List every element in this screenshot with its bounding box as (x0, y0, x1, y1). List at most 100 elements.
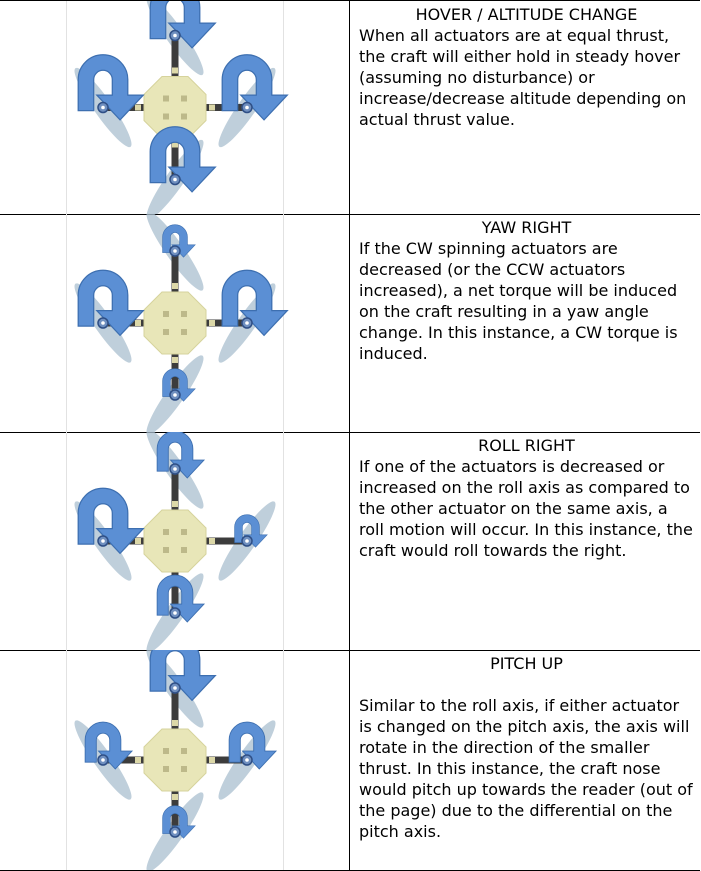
curved-arrow-icon (149, 650, 217, 702)
quadcopter-diagram (74, 1, 289, 214)
table-row: ROLL RIGHT If one of the actuators is de… (0, 432, 700, 651)
motor-shaft (173, 830, 177, 834)
row-description: When all actuators are at equal thrust, … (359, 26, 687, 129)
motor-shaft (173, 249, 177, 253)
west-thrust-arrow (77, 269, 145, 337)
east-thrust-arrow (234, 514, 268, 548)
motor-shaft (173, 611, 177, 615)
arm-mount (135, 538, 141, 544)
motor-shaft (245, 758, 249, 762)
body-detail (181, 329, 187, 335)
quadcopter-diagram (74, 432, 276, 650)
motor-shaft (245, 105, 249, 110)
arm-mount (172, 141, 178, 148)
arm-mount (172, 501, 178, 507)
arm-mount (209, 757, 215, 763)
curved-arrow-icon (228, 721, 278, 770)
south-thrust-arrow (162, 805, 196, 839)
arm-mount (209, 104, 215, 111)
motor-shaft (245, 539, 249, 543)
arm-mount (209, 538, 215, 544)
curved-arrow-icon (221, 269, 289, 337)
curved-arrow-icon (162, 368, 196, 402)
body-detail (163, 329, 169, 335)
west-thrust-arrow (84, 721, 134, 770)
motor-shaft (245, 321, 249, 325)
body-detail (181, 547, 187, 553)
arm-mount (135, 320, 141, 326)
description-cell: HOVER / ALTITUDE CHANGE When all actuato… (350, 1, 700, 214)
figure-cell (0, 1, 350, 214)
arm-mount (135, 104, 141, 111)
motor-shaft (101, 539, 105, 543)
motor-shaft (101, 321, 105, 325)
south-thrust-arrow (162, 368, 196, 402)
curved-arrow-icon (77, 269, 145, 337)
motor-shaft (173, 467, 177, 471)
west-thrust-arrow (77, 54, 145, 121)
curved-arrow-icon (162, 224, 196, 258)
arm-mount (135, 757, 141, 763)
body-detail (181, 113, 187, 120)
motor-shaft (173, 393, 177, 397)
body-detail (163, 748, 169, 754)
curved-arrow-icon (156, 574, 206, 623)
body-detail (181, 95, 187, 102)
row-title: PITCH UP (490, 654, 563, 673)
figure-frame (66, 432, 284, 650)
quadcopter-diagram (74, 214, 289, 432)
craft-body (143, 728, 207, 792)
table-row: YAW RIGHT If the CW spinning actuators a… (0, 214, 700, 433)
north-thrust-arrow (149, 1, 217, 49)
quadcopter-diagram (74, 650, 278, 870)
arm-mount (172, 357, 178, 363)
motor-shaft (101, 105, 105, 110)
motor-shaft (173, 177, 177, 182)
arm-mount (172, 283, 178, 289)
body-detail (163, 311, 169, 317)
description-cell: PITCH UP Similar to the roll axis, if ei… (350, 650, 700, 870)
row-description: If one of the actuators is decreased or … (359, 457, 693, 560)
description-cell: ROLL RIGHT If one of the actuators is de… (350, 432, 700, 650)
figure-frame (66, 214, 284, 432)
body-detail (181, 766, 187, 772)
table-row: PITCH UP Similar to the roll axis, if ei… (0, 650, 700, 870)
motor-shaft (173, 686, 177, 690)
row-title: HOVER / ALTITUDE CHANGE (415, 5, 638, 24)
body-detail (181, 748, 187, 754)
west-thrust-arrow (77, 487, 145, 555)
south-thrust-arrow (156, 574, 206, 623)
arm-mount (172, 67, 178, 74)
arm-mount (209, 320, 215, 326)
curved-arrow-icon (234, 514, 268, 548)
curved-arrow-icon (77, 487, 145, 555)
curved-arrow-icon (149, 126, 217, 193)
curved-arrow-icon (156, 432, 206, 479)
row-description: If the CW spinning actuators are decreas… (359, 239, 678, 363)
east-thrust-arrow (221, 54, 289, 121)
figure-frame (66, 1, 284, 214)
north-thrust-arrow (162, 224, 196, 258)
curved-arrow-icon (221, 54, 289, 121)
figure-cell (0, 432, 350, 650)
row-title: ROLL RIGHT (478, 436, 575, 455)
south-thrust-arrow (149, 126, 217, 193)
row-title: YAW RIGHT (481, 218, 572, 237)
curved-arrow-icon (77, 54, 145, 121)
body-detail (163, 547, 169, 553)
body-detail (163, 113, 169, 120)
description-cell: YAW RIGHT If the CW spinning actuators a… (350, 214, 700, 432)
body-detail (163, 766, 169, 772)
body-detail (181, 529, 187, 535)
arm-mount (172, 720, 178, 726)
east-thrust-arrow (221, 269, 289, 337)
north-thrust-arrow (149, 650, 217, 702)
figure-cell (0, 214, 350, 432)
curved-arrow-icon (162, 805, 196, 839)
east-thrust-arrow (228, 721, 278, 770)
curved-arrow-icon (149, 1, 217, 49)
body-detail (163, 529, 169, 535)
craft-body (143, 291, 207, 355)
body-detail (181, 311, 187, 317)
